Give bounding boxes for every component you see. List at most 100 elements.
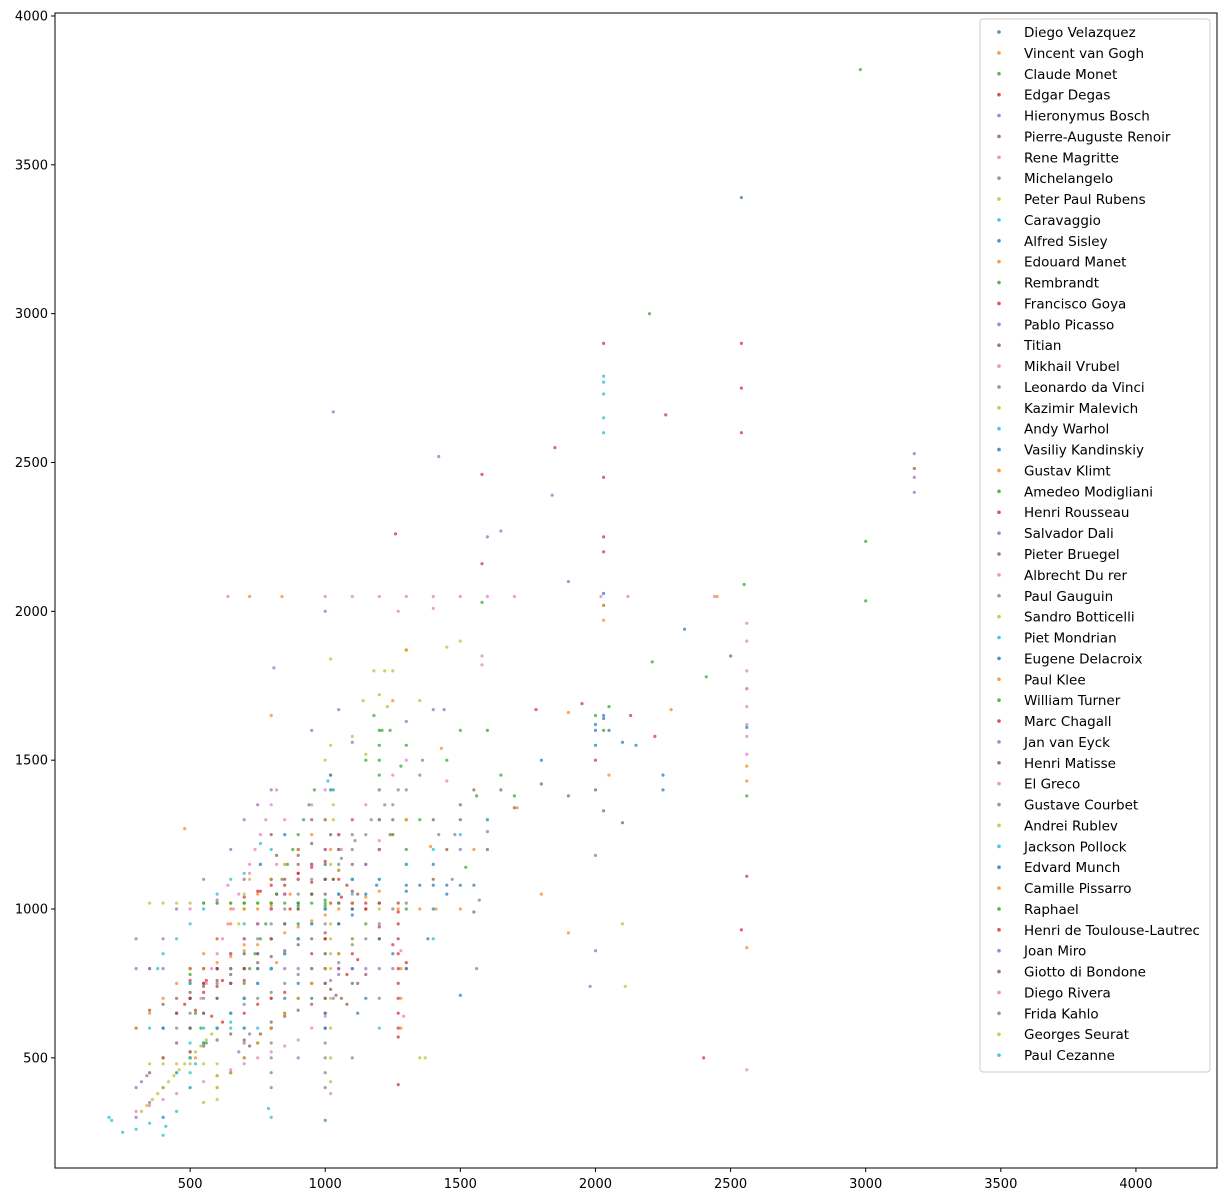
legend-label-32: William Turner [1024,693,1121,709]
y-tick-label-6: 3500 [15,158,48,173]
point-24-17 [161,967,165,971]
point-22-13 [499,773,503,777]
point-42-11 [302,818,306,822]
point-18-14 [329,996,333,1000]
point-13-12 [364,901,368,905]
legend-label-47: Frida Kahlo [1024,1006,1099,1022]
point-29-11 [188,1071,192,1075]
point-21-5 [193,1056,198,1060]
point-12-9 [458,728,462,733]
point-20-9 [356,1011,360,1015]
legend-label-45: Giotto di Bondone [1024,965,1146,981]
point-9-13 [164,1124,168,1128]
point-31-3 [229,922,233,926]
legend-marker-26 [997,573,1001,577]
point-24-23 [139,1080,144,1084]
point-3-21 [356,958,360,962]
point-8-2 [377,693,381,697]
point-6-13 [745,705,749,709]
x-tick-label-5: 3000 [849,1177,882,1192]
point-21-13 [404,648,408,652]
point-25-12 [215,1038,219,1042]
point-39-9 [188,981,192,986]
point-8-0 [329,657,333,661]
point-3-3 [664,413,668,417]
point-23-8 [242,1011,246,1015]
point-26-13 [310,1026,314,1030]
legend-marker-14 [997,322,1001,327]
legend-label-40: Edvard Munch [1024,860,1120,876]
point-13-5 [396,967,400,971]
legend-marker-4 [997,113,1001,118]
point-35-11 [175,996,179,1000]
point-48-9 [202,1100,206,1105]
legend-marker-38 [997,823,1001,828]
point-3-2 [739,386,744,390]
point-11-0 [745,764,749,768]
point-27-7 [391,907,395,911]
point-4-2 [566,580,571,584]
point-13-8 [396,1011,400,1015]
point-30-5 [404,967,408,971]
point-19-11 [229,1020,233,1024]
point-48-13 [377,907,381,911]
point-11-18 [269,713,273,718]
point-23-14 [323,937,327,941]
point-19-7 [175,937,179,941]
point-12-12 [593,713,598,718]
point-4-10 [442,708,446,712]
point-32-1 [283,901,287,905]
point-32-11 [323,904,327,908]
point-17-1 [323,922,327,926]
point-19-6 [188,922,192,926]
point-23-15 [310,952,314,956]
point-15-4 [350,862,354,867]
point-23-0 [215,984,219,989]
point-27-8 [404,901,408,905]
point-32-5 [256,901,260,905]
point-10-10 [445,883,449,887]
point-47-5 [229,967,233,971]
point-20-12 [310,996,314,1000]
legend-label-3: Edgar Degas [1024,88,1110,104]
legend-marker-11 [997,259,1001,264]
point-24-15 [391,967,395,971]
point-30-1 [350,907,354,911]
point-16-8 [275,862,279,867]
point-37-16 [404,788,408,792]
point-9-7 [269,847,273,852]
legend-label-28: Sandro Botticelli [1024,610,1135,626]
point-26-5 [256,1056,260,1060]
point-36-13 [204,981,208,986]
point-37-3 [337,862,341,867]
point-48-7 [229,1071,233,1075]
point-29-15 [121,1130,125,1134]
point-3-1 [602,341,606,345]
point-30-4 [391,952,395,956]
legend-marker-5 [997,134,1001,139]
legend-label-39: Jackson Pollock [1023,839,1127,855]
point-19-2 [242,871,246,875]
point-29-13 [107,1115,111,1119]
point-10-4 [661,773,665,777]
legend-label-49: Paul Cezanne [1024,1048,1115,1064]
point-2-14 [188,972,192,977]
point-28-10 [248,877,252,881]
point-0-8 [404,889,408,893]
point-36-10 [220,937,225,941]
point-9-1 [602,392,606,396]
point-24-21 [329,978,333,983]
point-13-18 [653,734,657,739]
point-49-6 [215,1026,219,1030]
point-31-16 [434,907,438,911]
point-2-7 [380,728,384,733]
point-18-15 [329,1026,333,1030]
point-29-5 [256,1026,260,1030]
legend-label-27: Paul Gauguin [1024,589,1113,605]
point-20-1 [329,788,333,792]
point-24-14 [377,967,381,971]
point-33-3 [242,895,246,899]
point-22-15 [418,818,422,822]
x-tick-label-1: 1000 [309,1177,342,1192]
y-tick-label-5: 3000 [15,307,48,322]
